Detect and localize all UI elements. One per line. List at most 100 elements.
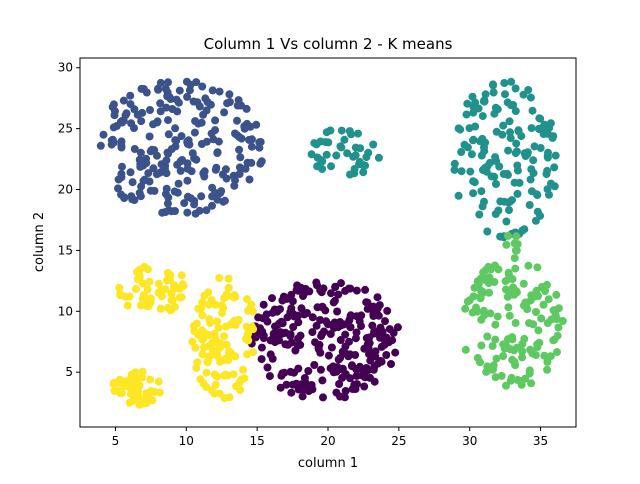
data-point xyxy=(156,99,165,108)
data-point xyxy=(316,137,325,146)
y-tick-label: 10 xyxy=(58,304,73,318)
data-point xyxy=(469,292,478,301)
data-point xyxy=(144,169,153,178)
data-point xyxy=(380,340,389,349)
data-point xyxy=(220,196,229,205)
data-point xyxy=(465,124,474,133)
data-point xyxy=(457,167,466,176)
data-point xyxy=(210,389,219,398)
data-point xyxy=(299,386,308,394)
data-point xyxy=(543,129,552,138)
data-point xyxy=(511,361,520,370)
data-point xyxy=(468,308,477,317)
data-point xyxy=(210,370,219,379)
data-point xyxy=(281,340,290,349)
data-point xyxy=(378,327,387,336)
data-point xyxy=(461,304,470,313)
data-point xyxy=(499,121,508,130)
data-point xyxy=(360,382,369,391)
data-point xyxy=(487,172,496,181)
data-point xyxy=(351,351,360,359)
data-point xyxy=(207,129,216,138)
data-point xyxy=(199,110,208,119)
x-tick-label: 25 xyxy=(391,434,406,448)
data-point xyxy=(500,344,509,353)
data-point xyxy=(179,281,188,290)
data-point xyxy=(530,142,539,151)
data-point xyxy=(247,142,256,151)
data-point xyxy=(502,240,511,249)
data-point xyxy=(191,117,200,126)
data-point xyxy=(345,316,354,325)
data-point xyxy=(531,351,540,360)
data-point xyxy=(322,150,331,159)
data-point xyxy=(128,195,137,204)
data-point xyxy=(533,263,542,272)
data-point xyxy=(274,320,283,329)
data-point xyxy=(373,293,382,302)
data-point xyxy=(316,316,325,324)
x-tick-label: 10 xyxy=(179,434,194,448)
data-point xyxy=(463,143,472,152)
data-point xyxy=(150,387,159,396)
data-point xyxy=(506,345,515,354)
data-point xyxy=(506,197,515,206)
data-point xyxy=(300,374,309,382)
data-point xyxy=(488,342,497,351)
data-point xyxy=(370,327,379,336)
data-point xyxy=(536,144,545,152)
data-point xyxy=(483,332,492,341)
data-point xyxy=(510,239,519,248)
data-point xyxy=(532,308,540,316)
data-point xyxy=(149,164,158,173)
data-point xyxy=(363,304,372,313)
data-point xyxy=(126,91,135,100)
data-point xyxy=(225,348,234,357)
data-point xyxy=(123,301,132,310)
data-point xyxy=(190,200,199,209)
data-point xyxy=(545,123,554,132)
data-point xyxy=(229,171,238,180)
data-point xyxy=(362,298,371,307)
data-point xyxy=(461,345,470,354)
data-point xyxy=(527,124,536,133)
data-point xyxy=(129,382,138,391)
data-point xyxy=(175,86,184,95)
data-point xyxy=(125,398,134,407)
y-tick-label: 15 xyxy=(58,243,73,257)
data-point xyxy=(170,303,179,311)
data-point xyxy=(126,390,135,398)
data-point xyxy=(145,132,154,141)
data-point xyxy=(550,163,559,172)
data-point xyxy=(221,165,230,174)
chart-title: Column 1 Vs column 2 - K means xyxy=(204,35,453,53)
data-point xyxy=(519,301,528,310)
plot-frame xyxy=(79,57,577,428)
data-point xyxy=(211,165,220,174)
data-point xyxy=(473,277,482,286)
data-point xyxy=(507,77,516,86)
data-point xyxy=(489,365,497,374)
data-point xyxy=(163,269,172,277)
data-point xyxy=(164,130,173,139)
data-point xyxy=(197,118,206,127)
data-point xyxy=(519,279,528,288)
data-point xyxy=(254,313,263,322)
data-point xyxy=(337,126,346,135)
data-point xyxy=(511,246,520,255)
data-point xyxy=(152,170,161,179)
data-point xyxy=(462,110,471,119)
data-point xyxy=(293,341,302,350)
data-point xyxy=(308,328,317,337)
data-point xyxy=(215,274,224,282)
data-point xyxy=(156,78,165,87)
data-point xyxy=(528,106,537,115)
data-point xyxy=(211,300,220,309)
data-point xyxy=(136,192,145,201)
data-point xyxy=(518,226,527,235)
data-point xyxy=(202,206,211,215)
data-point xyxy=(341,370,350,379)
data-point xyxy=(203,98,212,106)
data-point xyxy=(146,375,155,384)
data-point xyxy=(355,362,364,371)
